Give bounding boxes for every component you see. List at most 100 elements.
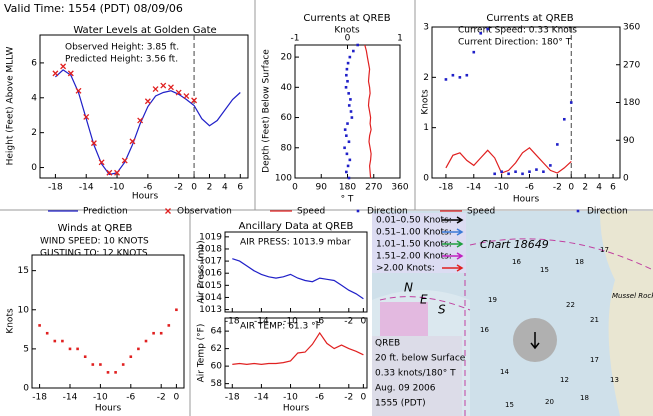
annotation: Predicted Height: 3.56 ft. [65,55,178,65]
data-point [348,177,351,180]
y-tick-label: 60 [211,362,223,372]
map-label: Chart 18649 [480,238,549,251]
annotation: AIR PRESS: 1013.9 mbar [240,238,351,248]
x-tick-label: 2 [207,183,213,193]
y-tick-label: 0 [23,384,29,394]
x-tick-label: 6 [610,183,616,193]
x-tick-label: -6 [315,393,324,403]
y-tick-label: 4 [31,93,37,103]
x-tick-label: 0 [191,183,197,193]
x-tick-label: -14 [79,183,94,193]
x-tick-label: -18 [225,393,240,403]
x-tick-label: -6 [525,183,534,193]
data-point [346,153,349,156]
x-tick-label: -6 [126,393,135,403]
data-point [466,74,469,77]
y-tick-label: 10 [18,305,30,315]
y-tick-label: 62 [211,344,222,354]
x-tick-label: -18 [439,183,454,193]
x-tick-label: -10 [283,393,298,403]
legend-label: Direction [587,207,628,217]
chart-title: Water Levels at Golden Gate [73,25,216,36]
x2-tick-label: 1 [397,34,403,44]
x-tick-label: -14 [466,183,481,193]
legend-label: 0.51–1.00 Knots: [376,228,452,238]
data-point [351,116,354,119]
data-point [549,164,552,167]
sounding: 19 [488,296,497,304]
info-line: 1555 (PDT) [375,399,426,409]
data-point [535,168,538,171]
data-point [356,44,359,47]
data-point [542,170,545,173]
data-point [345,86,348,89]
data-point [160,332,163,335]
data-point [46,332,49,335]
annotation: Observed Height: 3.85 ft. [65,43,179,53]
data-point [493,173,496,176]
data-point [479,32,482,35]
x-tick-label: -2 [174,183,183,193]
y-tick-label: 100 [275,174,292,184]
info-line: 0.33 knots/180° T [375,369,456,379]
data-point [349,98,352,101]
sounding: 12 [560,376,569,384]
data-point [152,332,155,335]
data-point [76,348,79,351]
data-point [343,146,346,149]
data-point [348,104,351,107]
x-tick-label: -10 [110,183,125,193]
data-point [130,355,133,358]
data-point [344,128,347,131]
sounding: 17 [590,356,599,364]
y-axis-label: Air Temp (°F) [197,324,207,383]
data-point [54,340,57,343]
y-tick-label: 2 [31,128,37,138]
data-point [145,340,148,343]
x-axis-label: ° T [341,195,354,205]
data-point [345,171,348,174]
legend-label: >2.00 Knots: [376,264,435,274]
sounding: 20 [545,398,554,406]
sounding: 17 [600,246,609,254]
y-tick-label: 0 [31,163,37,173]
data-point [352,50,355,53]
data-point [500,170,503,173]
x-tick-label: 0 [174,393,180,403]
y-tick-label: 58 [211,379,223,389]
valid-time: Valid Time: 1554 (PDT) 08/09/06 [4,2,183,15]
y-axis-label: Knots [6,308,16,334]
chart-title: Currents at QREB [303,13,390,24]
info-line: Aug. 09 2006 [375,384,436,394]
data-point [563,118,566,121]
x2-tick-label: -1 [291,34,300,44]
data-point [346,68,349,71]
map-label: S [438,303,446,317]
data-point [347,165,350,168]
sounding: 16 [480,326,489,334]
annotation: AIR TEMP: 61.3 °F [240,322,321,332]
y-axis-label: Height (Feet) Above MLLW [6,47,16,166]
x-tick-label: 4 [222,183,228,193]
data-point [472,51,475,54]
x-tick-label: 6 [237,183,243,193]
data-point [92,363,95,366]
y-axis-label: Knots [421,89,431,115]
legend-label: 0.01–0.50 Knots: [376,216,452,226]
x-axis-label: Hours [95,404,122,414]
info-line: 20 ft. below Surface [375,354,466,364]
y-tick-label: 64 [211,327,223,337]
data-point [556,143,559,146]
data-point [348,140,351,143]
data-point [514,170,517,173]
data-point [459,76,462,79]
data-point [528,170,531,173]
data-point [445,78,448,81]
data-point [168,324,171,327]
data-point [346,122,349,125]
x-tick-label: 180 [339,183,356,193]
data-point [486,28,489,31]
y2-tick-label: 180 [623,98,640,108]
data-point [577,210,580,213]
y-axis-label: Depth (Feet) Below Surface [262,49,272,173]
